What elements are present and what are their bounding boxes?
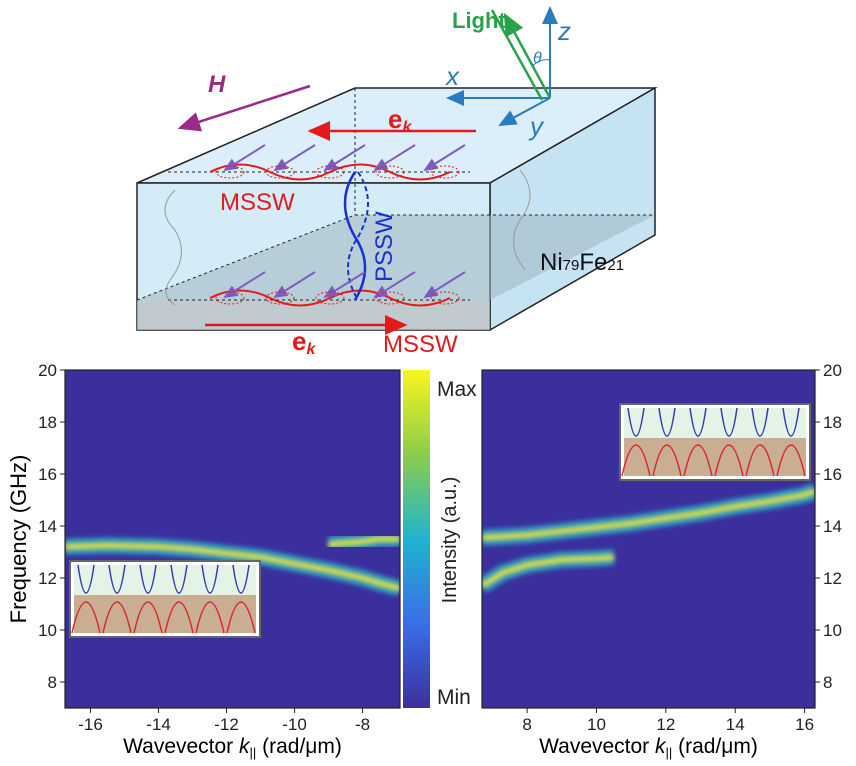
label-mssw-top: MSSW [220,189,295,216]
label-mssw-bottom: MSSW [383,331,458,358]
sample-box [136,86,658,332]
inset-curve [689,407,707,437]
inset-curve [621,444,651,477]
y-axis-label: Frequency (GHz) [6,455,31,624]
heatmap [482,483,815,593]
y-tick-label: 20 [38,361,57,380]
inset-curve [195,601,225,634]
x-axis-label: Wavevector k|| (rad/μm) [123,735,342,760]
inset-curve [745,444,775,477]
label-theta: θ [533,50,542,67]
inset-curve [232,564,250,594]
ridge [65,542,400,591]
x-tick-label: -10 [282,715,307,734]
colorbar [403,370,430,708]
inset-curve [714,444,744,477]
colorbar-label: Intensity (a.u.) [439,477,461,604]
inset-curve [201,564,219,594]
colorbar-max: Max [437,378,477,401]
inset-curve [139,564,157,594]
inset-curve [226,601,256,634]
x-tick-label: 8 [522,715,531,734]
ridge [482,554,614,588]
label-x: x [444,61,460,91]
y-tick-label: 18 [38,413,57,432]
inset-curve [751,407,769,437]
plot-frame [481,369,816,709]
inset-curve [108,564,126,594]
y-tick-label: 10 [38,621,57,640]
inset-curve [102,601,132,634]
heatmap [65,531,400,597]
inset-curve [627,407,645,437]
inset-curve [658,407,676,437]
label-material: Ni79Fe21 [540,249,624,276]
inset-curve [77,564,95,594]
inset-curve [133,601,163,634]
x-tick-label: -14 [146,715,171,734]
y-tick-label: 20 [823,361,842,380]
label-pssw: PSSW [371,211,398,282]
label-z: z [557,16,571,46]
ridge [482,488,815,541]
y-tick-label: 12 [823,569,842,588]
x-tick-label: 14 [726,715,745,734]
charts: -16 -14 -12 -10 -8 8 10 12 14 16 18 20 Frequency (GH… [6,361,842,760]
y-tick-label: 14 [38,517,57,536]
y-tick-label: 12 [38,569,57,588]
x-tick-label: -16 [78,715,103,734]
inset-curve [782,407,800,437]
label-ek-top: ek [388,104,412,136]
inset-curve [652,444,682,477]
y-tick-label: 14 [823,517,842,536]
label-ek-bottom: ek [292,326,316,358]
y-tick-label: 10 [823,621,842,640]
y-tick-label: 8 [48,673,57,692]
label-h: H [208,71,226,98]
plot-frame [64,369,401,709]
x-axis-label: Wavevector k|| (rad/μm) [539,735,758,760]
inset-top [624,408,806,438]
y-tick-label: 8 [823,673,832,692]
inset-curve [164,601,194,634]
label-y: y [528,111,545,141]
colorbar-min: Min [437,686,471,709]
inset-curve [776,444,806,477]
ridge [328,536,400,547]
y-tick-label: 16 [823,465,842,484]
x-tick-label: -8 [355,715,370,734]
inset-curve [720,407,738,437]
axes-arrows [177,6,558,335]
label-light: Light [452,8,506,33]
x-tick-label: 12 [656,715,675,734]
inset-curve [71,601,101,634]
y-tick-label: 16 [38,465,57,484]
inset-curve [683,444,713,477]
x-tick-label: 10 [587,715,606,734]
y-tick-label: 18 [823,413,842,432]
inset-top [74,565,256,595]
x-tick-label: 16 [795,715,814,734]
x-tick-label: -12 [214,715,239,734]
inset-curve [170,564,188,594]
